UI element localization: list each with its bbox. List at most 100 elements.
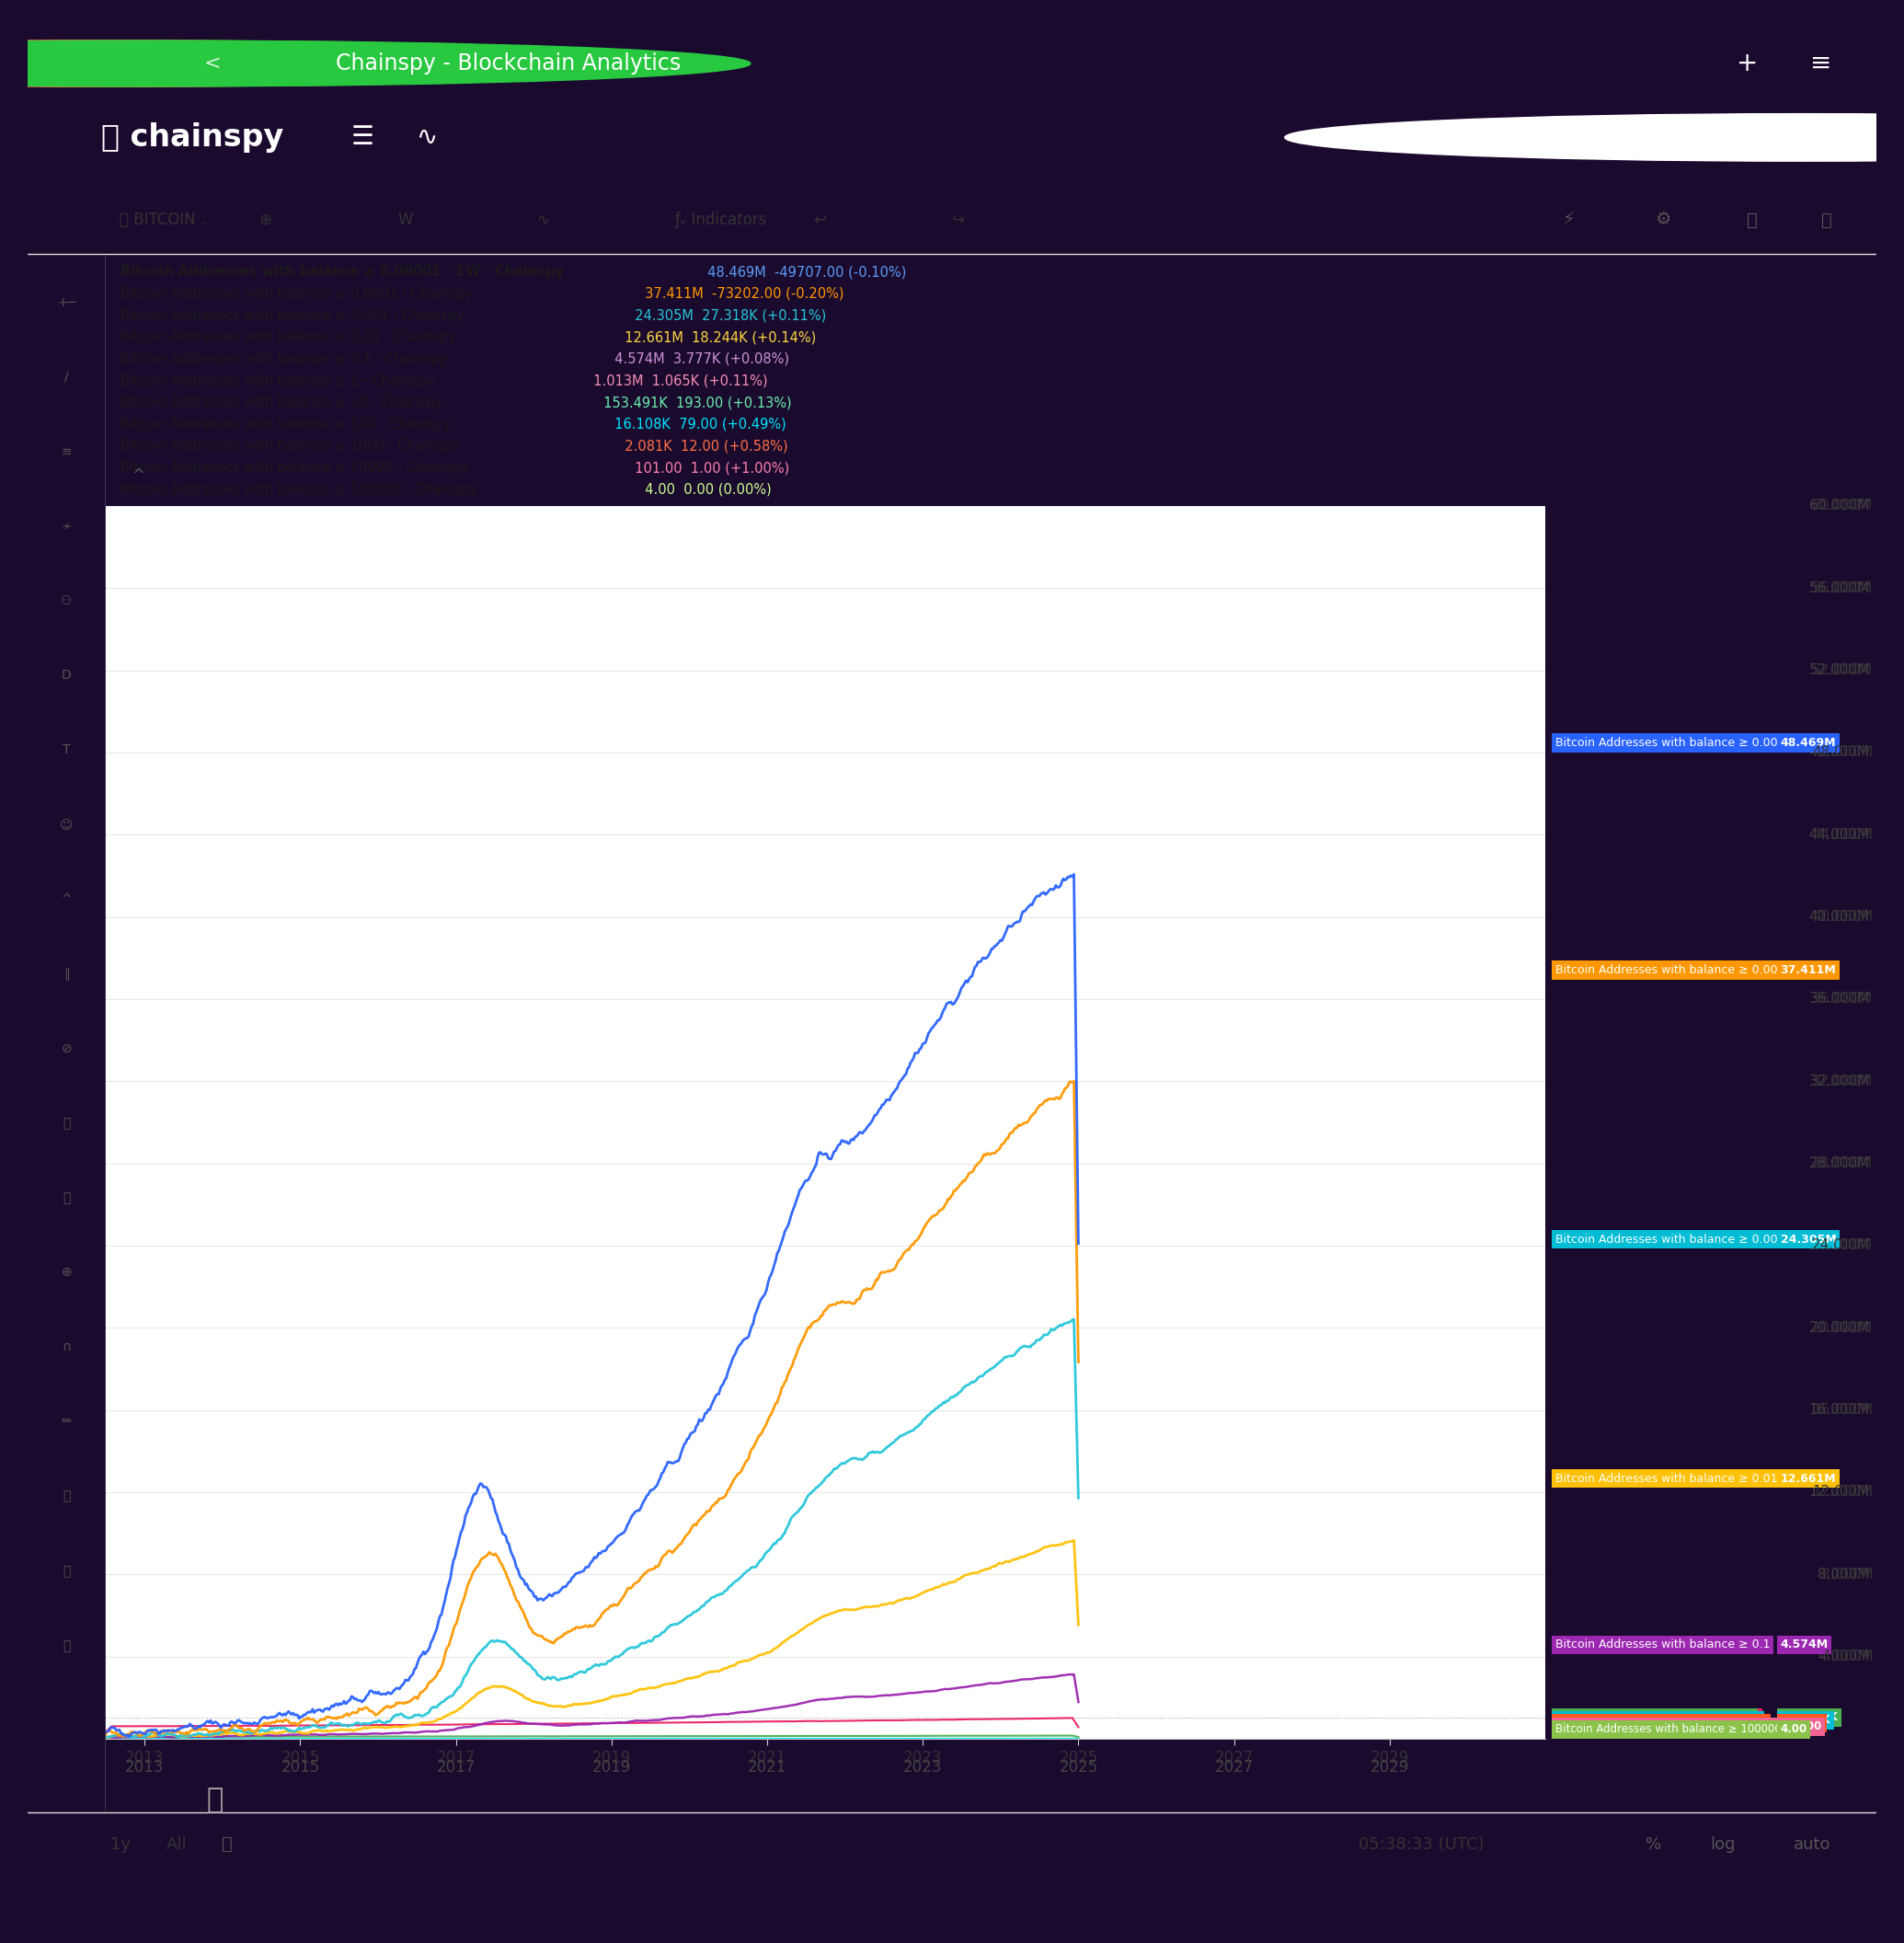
Text: Bitcoin Addresses with balance ≥ 0.001 · Chainspy: Bitcoin Addresses with balance ≥ 0.001 ·… <box>120 309 465 323</box>
Text: ⊕: ⊕ <box>259 212 272 227</box>
Circle shape <box>0 41 716 85</box>
Text: ⤓: ⤓ <box>221 1836 232 1854</box>
Text: 4.000M: 4.000M <box>1818 1650 1870 1663</box>
Text: 24.000M: 24.000M <box>1813 1240 1874 1253</box>
Text: 12.000M: 12.000M <box>1813 1484 1874 1500</box>
Text: 🔒: 🔒 <box>63 1490 70 1502</box>
Text: Bitcoin Addresses with balance ≥ 0.1: Bitcoin Addresses with balance ≥ 0.1 <box>1556 1638 1771 1652</box>
Text: Bitcoin Addresses with balance ≥ 0.01 · Chainspy: Bitcoin Addresses with balance ≥ 0.01 · … <box>120 330 455 344</box>
Text: +─: +─ <box>57 295 76 309</box>
Text: 12.661M: 12.661M <box>1780 1473 1835 1484</box>
Text: Bitcoin Addresses with balance ≥ 1 · Chainspy: Bitcoin Addresses with balance ≥ 1 · Cha… <box>120 373 434 389</box>
Text: 52.000M: 52.000M <box>1813 663 1874 678</box>
Text: 👁: 👁 <box>63 1564 70 1578</box>
Text: ∩: ∩ <box>63 1341 70 1354</box>
Text: Bitcoin Addresses with balance ≥ 0.0001: Bitcoin Addresses with balance ≥ 0.0001 <box>1556 964 1792 975</box>
Text: 28.000M: 28.000M <box>1813 1156 1874 1170</box>
Text: ⚇: ⚇ <box>61 595 72 608</box>
Text: 52.000M: 52.000M <box>1809 663 1870 678</box>
Text: 🔒: 🔒 <box>63 1117 70 1129</box>
Text: 48.000M: 48.000M <box>1813 746 1874 760</box>
Text: 56.000M: 56.000M <box>1809 581 1870 595</box>
Text: 101.00  1.00 (+1.00%): 101.00 1.00 (+1.00%) <box>626 460 790 474</box>
Text: All: All <box>166 1836 187 1854</box>
Text: log: log <box>1710 1836 1735 1854</box>
Text: ∥: ∥ <box>63 968 70 981</box>
Text: auto: auto <box>1794 1836 1830 1854</box>
Text: Bitcoin Addresses with balance ≥ 1000: Bitcoin Addresses with balance ≥ 1000 <box>1556 1718 1767 1729</box>
Text: ∿: ∿ <box>537 212 548 227</box>
Text: ⚡: ⚡ <box>1561 212 1575 229</box>
Text: 60.000M: 60.000M <box>1809 499 1870 513</box>
Text: ≡: ≡ <box>1811 51 1832 76</box>
Text: D: D <box>61 668 72 682</box>
Text: ⛶: ⛶ <box>1748 212 1757 229</box>
Text: Bitcoin Addresses with balance ≥ 0.1 · Chainspy: Bitcoin Addresses with balance ≥ 0.1 · C… <box>120 352 447 365</box>
Text: 101.00: 101.00 <box>1780 1720 1822 1733</box>
Text: 8.000M: 8.000M <box>1818 1568 1870 1582</box>
Text: 1y: 1y <box>110 1836 131 1854</box>
Text: ⚙: ⚙ <box>1655 212 1670 229</box>
Text: 24.000M: 24.000M <box>1809 1240 1870 1253</box>
Text: +: + <box>1736 51 1757 76</box>
Text: 2013: 2013 <box>126 1758 164 1776</box>
Text: 🗑: 🗑 <box>63 1640 70 1652</box>
Text: 24.305M: 24.305M <box>1780 1234 1835 1245</box>
Text: 60.000M: 60.000M <box>1813 499 1874 513</box>
Text: ✏: ✏ <box>61 1415 72 1428</box>
Text: 2025: 2025 <box>1059 1758 1099 1776</box>
Text: 1.013M: 1.013M <box>1780 1712 1828 1723</box>
Text: Bitcoin Addresses with balance ≥ 100000: Bitcoin Addresses with balance ≥ 100000 <box>1556 1723 1782 1735</box>
Text: Bitcoin Addresses with balance ≥ 10000: Bitcoin Addresses with balance ≥ 10000 <box>1556 1720 1775 1733</box>
Text: ^: ^ <box>61 894 72 905</box>
Text: 20.000M: 20.000M <box>1813 1321 1874 1335</box>
Text: 153.491K: 153.491K <box>1780 1712 1837 1723</box>
Text: 2015: 2015 <box>282 1758 320 1776</box>
Text: <: < <box>204 54 221 72</box>
Text: Bitcoin Addresses with balance ≥ 1: Bitcoin Addresses with balance ≥ 1 <box>1556 1712 1759 1723</box>
Text: ↪: ↪ <box>952 212 965 227</box>
Text: ≁: ≁ <box>61 521 72 532</box>
Text: 32.000M: 32.000M <box>1809 1074 1870 1088</box>
Text: ⊘: ⊘ <box>61 1041 72 1055</box>
Circle shape <box>0 41 750 85</box>
Text: 24.305M  27.318K (+0.11%): 24.305M 27.318K (+0.11%) <box>626 309 826 323</box>
Text: 48.469M: 48.469M <box>1780 736 1835 748</box>
Text: 44.000M: 44.000M <box>1809 828 1870 841</box>
Text: ↩: ↩ <box>813 212 826 227</box>
Text: 40.000M: 40.000M <box>1813 909 1874 923</box>
Text: 4.00: 4.00 <box>1780 1723 1807 1735</box>
Text: ☰: ☰ <box>350 124 373 150</box>
Text: 4.574M: 4.574M <box>1780 1638 1828 1652</box>
Text: 4.000M: 4.000M <box>1820 1650 1874 1663</box>
Text: ≡: ≡ <box>61 445 72 459</box>
Text: Bitcoin Addresses with balance ≥ 1000 · Chainspy: Bitcoin Addresses with balance ≥ 1000 · … <box>120 439 459 453</box>
Text: 20.000M: 20.000M <box>1809 1321 1870 1335</box>
Text: 8.000M: 8.000M <box>1820 1568 1874 1582</box>
Text: 2027: 2027 <box>1215 1758 1253 1776</box>
Text: 16.108K  79.00 (+0.49%): 16.108K 79.00 (+0.49%) <box>605 418 786 431</box>
Text: 12.000M: 12.000M <box>1809 1484 1870 1500</box>
Text: Bitcoin Addresses with balance ≥ 100000 · Chainspy: Bitcoin Addresses with balance ≥ 100000 … <box>120 482 476 497</box>
Text: ☺: ☺ <box>61 818 74 832</box>
Text: 36.000M: 36.000M <box>1813 993 1874 1006</box>
Text: 32.000M: 32.000M <box>1813 1074 1874 1088</box>
Text: 2017: 2017 <box>436 1758 476 1776</box>
Text: ⊕: ⊕ <box>61 1267 72 1278</box>
Text: 2029: 2029 <box>1371 1758 1409 1776</box>
Text: Bitcoin Addresses with balance ≥ 0.01: Bitcoin Addresses with balance ≥ 0.01 <box>1556 1473 1776 1484</box>
Text: 44.000M: 44.000M <box>1813 828 1874 841</box>
Text: Bitcoin Addresses with balance ≥ 0.0001 · Chainspy: Bitcoin Addresses with balance ≥ 0.0001 … <box>120 288 472 301</box>
Text: 2.081K: 2.081K <box>1780 1718 1822 1729</box>
Text: Chainspy - Blockchain Analytics: Chainspy - Blockchain Analytics <box>335 52 682 74</box>
Text: ƒₓ Indicators: ƒₓ Indicators <box>674 212 767 227</box>
Text: ⑰: ⑰ <box>206 1786 223 1813</box>
Text: Bitcoin Addresses with balance ≥ 0.001: Bitcoin Addresses with balance ≥ 0.001 <box>1556 1234 1784 1245</box>
Text: 2019: 2019 <box>592 1758 630 1776</box>
Text: W: W <box>398 212 413 227</box>
Text: 16.000M: 16.000M <box>1813 1403 1874 1416</box>
Text: 🔍 BITCOIN .: 🔍 BITCOIN . <box>120 212 206 227</box>
Text: Bitcoin Addresses with balance ≥ 10000 · Chainspy: Bitcoin Addresses with balance ≥ 10000 ·… <box>120 460 468 474</box>
Text: Bitcoin Addresses with balance ≥ 10 · Chainspy: Bitcoin Addresses with balance ≥ 10 · Ch… <box>120 396 442 410</box>
Text: T: T <box>63 744 70 756</box>
